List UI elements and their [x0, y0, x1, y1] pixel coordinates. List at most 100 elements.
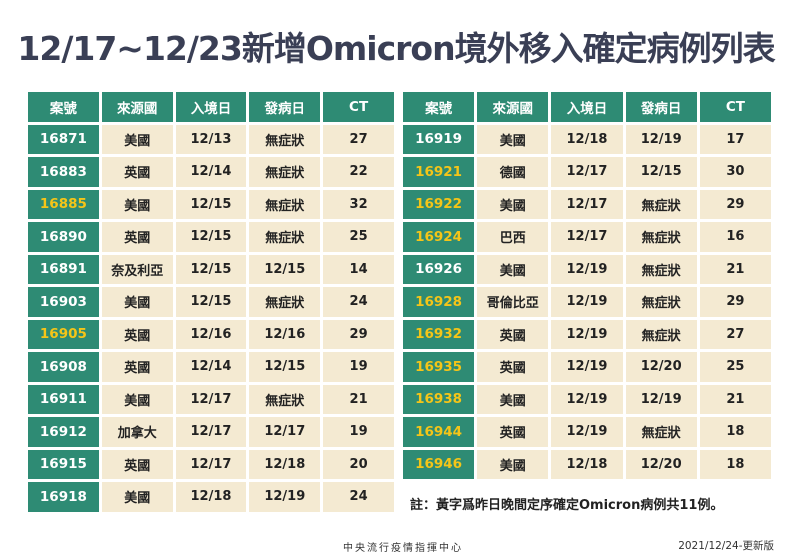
column-header-country: 來源國: [101, 92, 173, 122]
table-row: 16928 哥倫比亞 12/19 無症狀 29: [403, 287, 771, 317]
country-cell: 英國: [101, 157, 173, 187]
entry-date-cell: 12/19: [551, 319, 623, 349]
column-header-onset-date: 發病日: [625, 92, 697, 122]
case-table-right: 案號 來源國 入境日 發病日 CT 16919 美國 12/18 12/19 17 169…: [400, 89, 774, 482]
table-row: 16922 美國 12/17 無症狀 29: [403, 189, 771, 219]
table-row: 16926 美國 12/19 無症狀 21: [403, 254, 771, 284]
ct-value-cell: 16: [699, 222, 771, 252]
onset-date-cell: 12/15: [249, 352, 321, 382]
country-cell: 哥倫比亞: [477, 287, 549, 317]
onset-date-cell: 12/20: [625, 352, 697, 382]
case-id-cell: 16885: [28, 189, 99, 219]
ct-value-cell: 27: [323, 124, 394, 154]
onset-date-cell: 12/19: [625, 124, 697, 154]
country-cell: 英國: [101, 222, 173, 252]
onset-date-cell: 無症狀: [625, 222, 697, 252]
table-row: 16905 英國 12/16 12/16 29: [28, 319, 394, 349]
table-row: 16944 英國 12/19 無症狀 18: [403, 417, 771, 447]
entry-date-cell: 12/15: [175, 287, 247, 317]
country-cell: 英國: [101, 319, 173, 349]
case-id-cell: 16928: [403, 287, 475, 317]
footer-organization: 中央流行疫情指揮中心: [343, 543, 463, 554]
entry-date-cell: 12/19: [551, 254, 623, 284]
onset-date-cell: 12/15: [249, 254, 321, 284]
table-row: 16903 美國 12/15 無症狀 24: [28, 287, 394, 317]
country-cell: 美國: [477, 384, 549, 414]
entry-date-cell: 12/19: [551, 352, 623, 382]
ct-value-cell: 29: [699, 189, 771, 219]
onset-date-cell: 無症狀: [625, 254, 697, 284]
country-cell: 英國: [477, 352, 549, 382]
footnote: 註：黃字爲昨日晚間定序確定Omicron病例共11例。: [410, 498, 724, 513]
table-row: 16908 英國 12/14 12/15 19: [28, 352, 394, 382]
ct-value-cell: 19: [323, 417, 394, 447]
ct-value-cell: 21: [699, 384, 771, 414]
onset-date-cell: 無症狀: [249, 157, 321, 187]
ct-value-cell: 30: [699, 157, 771, 187]
onset-date-cell: 無症狀: [625, 189, 697, 219]
country-cell: 英國: [101, 352, 173, 382]
table-row: 16932 英國 12/19 無症狀 27: [403, 319, 771, 349]
ct-value-cell: 17: [699, 124, 771, 154]
case-id-cell: 16946: [403, 449, 475, 479]
country-cell: 美國: [477, 449, 549, 479]
country-cell: 英國: [477, 417, 549, 447]
column-header-entry-date: 入境日: [551, 92, 623, 122]
ct-value-cell: 21: [323, 384, 394, 414]
onset-date-cell: 無症狀: [249, 222, 321, 252]
case-id-cell: 16918: [28, 482, 99, 512]
table-row: 16946 美國 12/18 12/20 18: [403, 449, 771, 479]
entry-date-cell: 12/19: [551, 417, 623, 447]
case-id-cell: 16903: [28, 287, 99, 317]
onset-date-cell: 12/19: [625, 384, 697, 414]
entry-date-cell: 12/15: [175, 222, 247, 252]
case-id-cell: 16935: [403, 352, 475, 382]
onset-date-cell: 無症狀: [249, 124, 321, 154]
table-row: 16912 加拿大 12/17 12/17 19: [28, 417, 394, 447]
column-header-entry-date: 入境日: [175, 92, 247, 122]
country-cell: 美國: [101, 189, 173, 219]
ct-value-cell: 21: [699, 254, 771, 284]
onset-date-cell: 無症狀: [625, 319, 697, 349]
country-cell: 美國: [101, 384, 173, 414]
table-row: 16921 德國 12/17 12/15 30: [403, 157, 771, 187]
ct-value-cell: 22: [323, 157, 394, 187]
entry-date-cell: 12/17: [175, 417, 247, 447]
table-row: 16885 美國 12/15 無症狀 32: [28, 189, 394, 219]
page-title: 12/17~12/23新增Omicron境外移入確定病例列表: [17, 29, 775, 68]
ct-value-cell: 20: [323, 449, 394, 479]
case-id-cell: 16908: [28, 352, 99, 382]
case-id-cell: 16871: [28, 124, 99, 154]
entry-date-cell: 12/14: [175, 157, 247, 187]
column-header-ct: CT: [323, 92, 394, 122]
onset-date-cell: 無症狀: [625, 287, 697, 317]
onset-date-cell: 12/19: [249, 482, 321, 512]
case-id-cell: 16891: [28, 254, 99, 284]
case-id-cell: 16922: [403, 189, 475, 219]
table-header-row: 案號 來源國 入境日 發病日 CT: [403, 92, 771, 122]
entry-date-cell: 12/16: [175, 319, 247, 349]
column-header-case: 案號: [403, 92, 475, 122]
ct-value-cell: 25: [699, 352, 771, 382]
ct-value-cell: 18: [699, 417, 771, 447]
country-cell: 巴西: [477, 222, 549, 252]
case-table-left: 案號 來源國 入境日 發病日 CT 16871 美國 12/13 無症狀 27 16883…: [25, 89, 397, 515]
entry-date-cell: 12/18: [551, 449, 623, 479]
country-cell: 美國: [101, 482, 173, 512]
country-cell: 英國: [101, 449, 173, 479]
onset-date-cell: 無症狀: [249, 189, 321, 219]
entry-date-cell: 12/19: [551, 384, 623, 414]
case-id-cell: 16924: [403, 222, 475, 252]
ct-value-cell: 24: [323, 482, 394, 512]
entry-date-cell: 12/17: [175, 384, 247, 414]
country-cell: 加拿大: [101, 417, 173, 447]
entry-date-cell: 12/18: [175, 482, 247, 512]
case-id-cell: 16915: [28, 449, 99, 479]
onset-date-cell: 無症狀: [249, 384, 321, 414]
ct-value-cell: 24: [323, 287, 394, 317]
onset-date-cell: 12/17: [249, 417, 321, 447]
onset-date-cell: 無症狀: [625, 417, 697, 447]
column-header-onset-date: 發病日: [249, 92, 321, 122]
entry-date-cell: 12/15: [175, 189, 247, 219]
column-header-case: 案號: [28, 92, 99, 122]
